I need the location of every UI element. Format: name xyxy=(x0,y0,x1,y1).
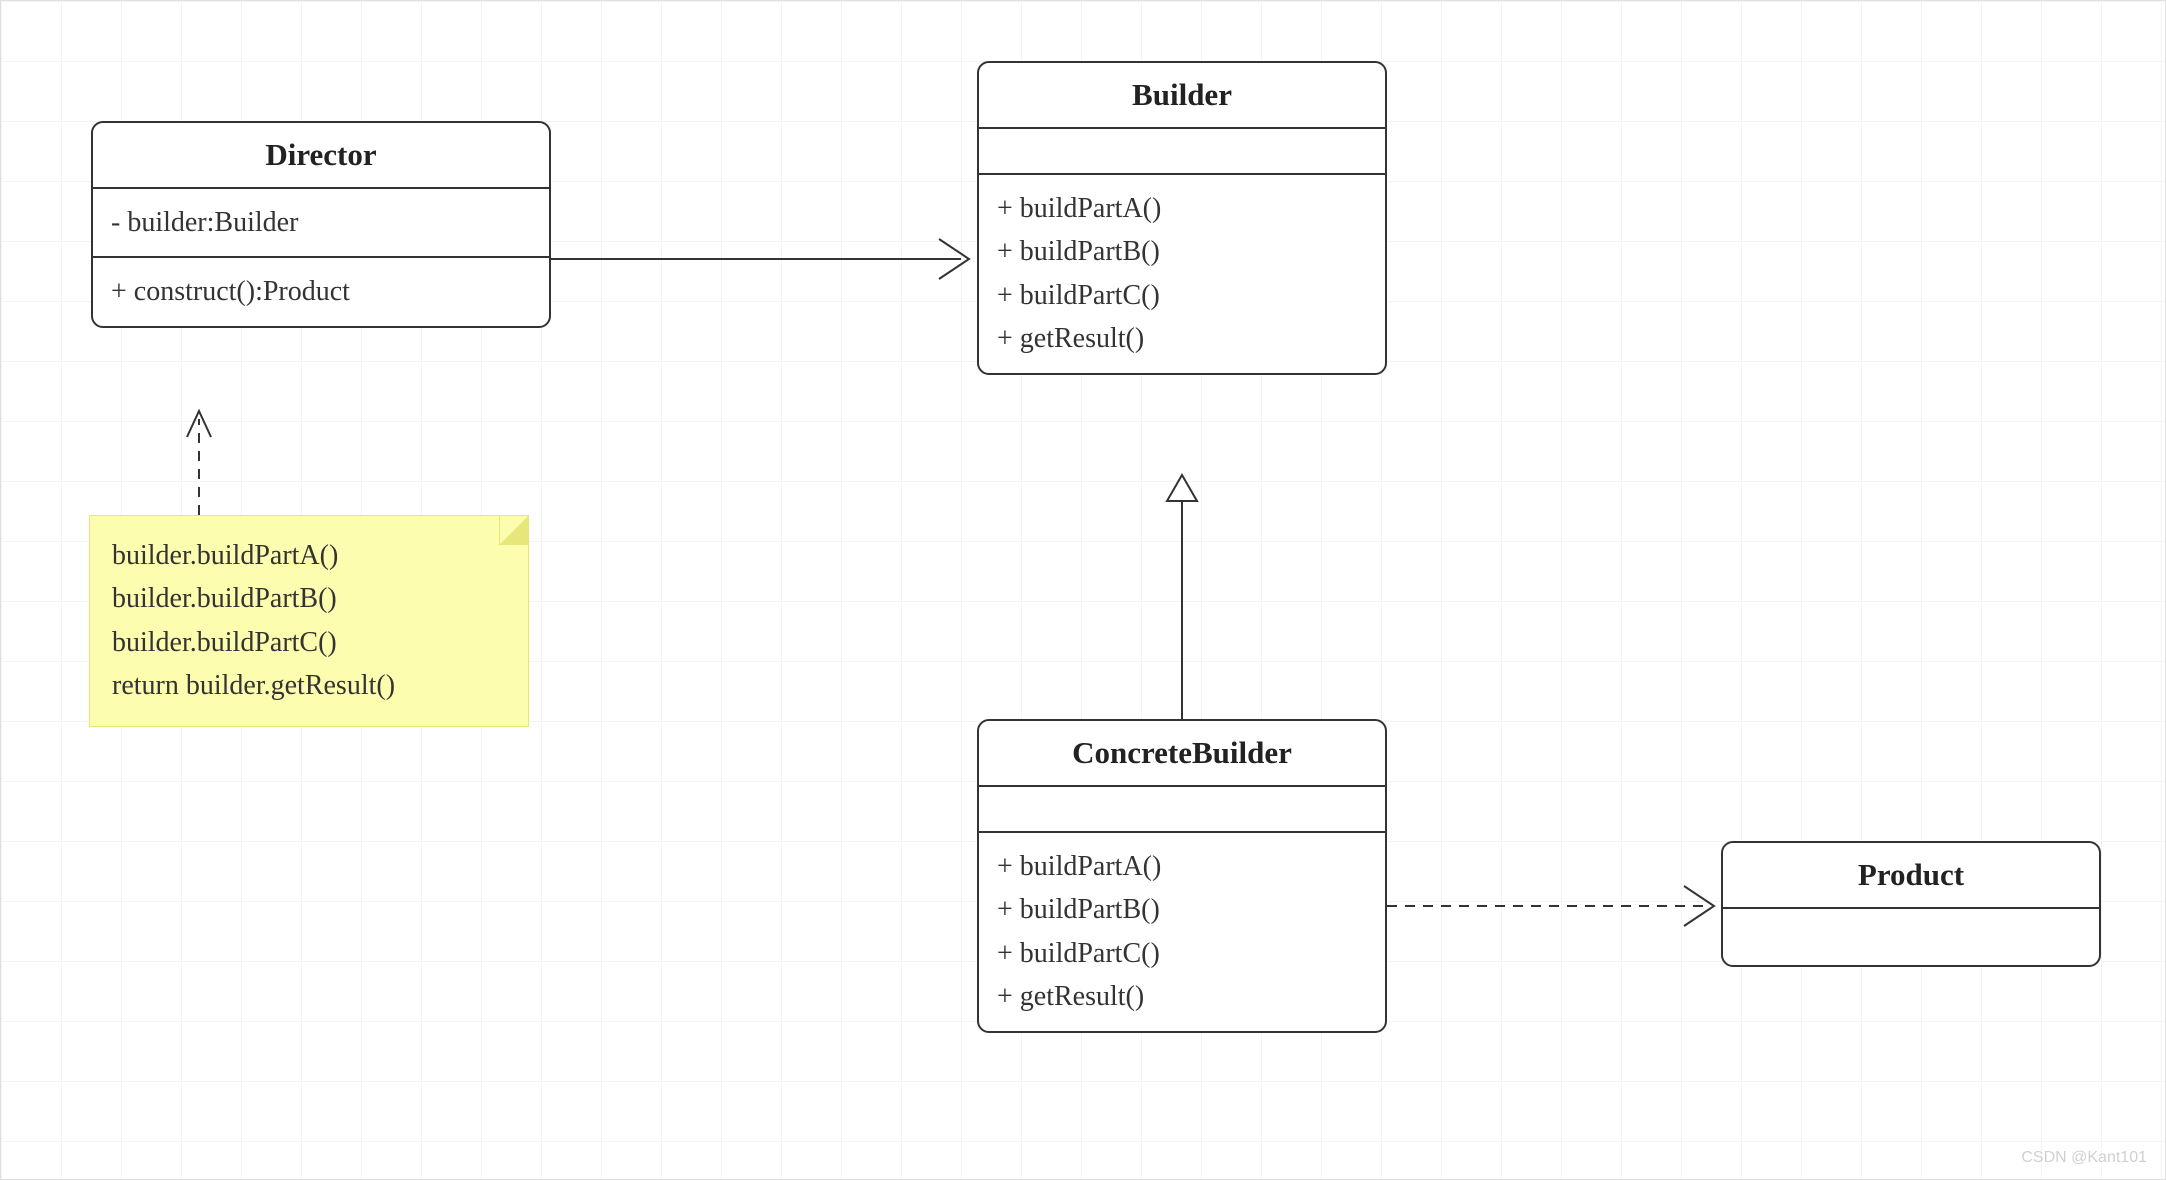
class-director: Director - builder:Builder + construct()… xyxy=(91,121,551,328)
op-line: + buildPartC() xyxy=(997,932,1367,975)
class-product: Product xyxy=(1721,841,2101,967)
attr-line: - builder:Builder xyxy=(111,201,531,244)
class-body xyxy=(1723,909,2099,965)
class-attrs xyxy=(979,787,1385,833)
class-title: Builder xyxy=(979,63,1385,129)
op-line: + buildPartA() xyxy=(997,845,1367,888)
class-title: ConcreteBuilder xyxy=(979,721,1385,787)
op-line: + getResult() xyxy=(997,317,1367,360)
op-line: + construct():Product xyxy=(111,270,531,313)
note-construct-body: builder.buildPartA() builder.buildPartB(… xyxy=(89,515,529,727)
class-ops: + buildPartA() + buildPartB() + buildPar… xyxy=(979,175,1385,373)
note-line: builder.buildPartA() xyxy=(112,534,506,577)
class-attrs: - builder:Builder xyxy=(93,189,549,258)
diagram-canvas: Director - builder:Builder + construct()… xyxy=(0,0,2166,1180)
edge-concretebuilder-product xyxy=(1387,886,1714,926)
edge-concretebuilder-builder xyxy=(1167,475,1197,719)
note-line: builder.buildPartC() xyxy=(112,621,506,664)
class-ops: + construct():Product xyxy=(93,258,549,325)
class-title: Director xyxy=(93,123,549,189)
note-line: return builder.getResult() xyxy=(112,664,506,707)
class-attrs xyxy=(979,129,1385,175)
watermark: CSDN @Kant101 xyxy=(2021,1149,2147,1167)
note-line: builder.buildPartB() xyxy=(112,577,506,620)
op-line: + getResult() xyxy=(997,975,1367,1018)
op-line: + buildPartA() xyxy=(997,187,1367,230)
op-line: + buildPartB() xyxy=(997,888,1367,931)
op-line: + buildPartC() xyxy=(997,274,1367,317)
class-ops: + buildPartA() + buildPartB() + buildPar… xyxy=(979,833,1385,1031)
op-line: + buildPartB() xyxy=(997,230,1367,273)
class-title: Product xyxy=(1723,843,2099,909)
class-builder: Builder + buildPartA() + buildPartB() + … xyxy=(977,61,1387,375)
edge-note-director xyxy=(187,411,211,515)
edge-director-builder xyxy=(551,239,969,279)
class-concretebuilder: ConcreteBuilder + buildPartA() + buildPa… xyxy=(977,719,1387,1033)
